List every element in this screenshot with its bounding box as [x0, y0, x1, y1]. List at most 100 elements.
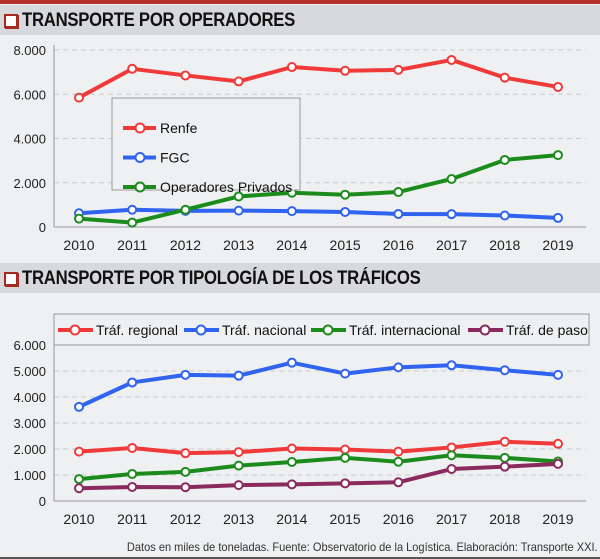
y-tick-label: 5.000 — [13, 364, 46, 379]
x-tick-label: 2016 — [383, 237, 414, 253]
data-point — [180, 369, 191, 380]
x-tick-label: 2014 — [276, 237, 307, 253]
x-tick-label: 2019 — [542, 237, 573, 253]
legend-label: Operadores Privados — [160, 179, 292, 195]
legend-label: FGC — [160, 150, 190, 166]
data-point — [127, 204, 138, 215]
data-point — [286, 479, 297, 490]
data-point — [127, 442, 138, 453]
data-point — [74, 483, 84, 494]
data-point — [74, 401, 84, 412]
data-point — [393, 456, 404, 467]
data-point — [446, 209, 457, 220]
chart1-header: TRANSPORTE POR OPERADORES — [0, 5, 600, 35]
series-line-tr-f-internacional — [78, 453, 559, 482]
legend-marker — [195, 324, 207, 336]
data-point — [446, 360, 457, 371]
data-point — [74, 474, 84, 485]
data-point — [340, 452, 351, 463]
data-point — [180, 448, 191, 459]
legend-marker — [69, 324, 81, 336]
data-point — [499, 452, 510, 463]
chart2-title: TRANSPORTE POR TIPOLOGÍA DE LOS TRÁFICOS — [22, 268, 421, 289]
data-point — [74, 213, 84, 224]
chart1-title: TRANSPORTE POR OPERADORES — [22, 10, 296, 31]
data-point — [340, 478, 351, 489]
data-point — [499, 210, 510, 221]
data-point — [499, 436, 510, 447]
x-tick-label: 2014 — [276, 511, 307, 527]
data-point — [393, 64, 404, 75]
data-point — [553, 458, 563, 469]
y-tick-label: 4.000 — [13, 390, 46, 405]
data-point — [286, 357, 297, 368]
x-tick-label: 2011 — [117, 511, 147, 527]
legend-label: Tráf. internacional — [349, 322, 461, 338]
data-point — [233, 447, 244, 458]
data-point — [553, 369, 563, 380]
data-point — [74, 446, 84, 457]
data-point — [127, 63, 138, 74]
y-tick-label: 8.000 — [13, 43, 46, 58]
y-tick-label: 6.000 — [13, 338, 46, 353]
data-point — [340, 65, 351, 76]
data-point — [499, 72, 510, 83]
data-point — [553, 150, 563, 161]
data-point — [393, 477, 404, 488]
legend-label: Renfe — [160, 120, 198, 136]
data-point — [499, 365, 510, 376]
legend-box — [111, 97, 301, 191]
x-tick-label: 2017 — [436, 237, 467, 253]
series-line-renfe — [78, 57, 559, 100]
x-tick-label: 2011 — [117, 237, 147, 253]
y-tick-label: 3.000 — [13, 416, 46, 431]
data-point — [233, 370, 244, 381]
legend-label: Tráf. de paso — [506, 322, 588, 338]
square-bullet-icon — [4, 14, 18, 28]
y-tick-label: 2.000 — [13, 442, 46, 457]
data-point — [233, 191, 244, 202]
data-point — [446, 54, 457, 65]
data-point — [127, 377, 138, 388]
data-point — [180, 482, 191, 493]
series-line-tr-f-nacional — [78, 360, 559, 409]
data-point — [233, 76, 244, 87]
data-point — [393, 187, 404, 198]
series-line-fgc — [78, 207, 559, 220]
data-point — [446, 450, 457, 461]
chart2-header: TRANSPORTE POR TIPOLOGÍA DE LOS TRÁFICOS — [0, 263, 600, 293]
bottom-rule — [0, 557, 600, 559]
data-point — [499, 154, 510, 165]
data-point — [340, 206, 351, 217]
legend-marker — [134, 152, 146, 163]
data-point — [340, 189, 351, 200]
data-point — [233, 480, 244, 491]
data-point — [180, 466, 191, 477]
x-tick-label: 2012 — [170, 237, 201, 253]
data-point — [127, 481, 138, 492]
data-point — [553, 81, 563, 92]
x-tick-label: 2010 — [63, 237, 94, 253]
x-tick-label: 2010 — [63, 511, 94, 527]
top-rule — [0, 0, 600, 4]
x-tick-label: 2018 — [489, 511, 520, 527]
data-point — [74, 92, 84, 103]
x-tick-label: 2018 — [489, 237, 520, 253]
data-point — [180, 204, 191, 215]
square-bullet-icon — [4, 272, 18, 286]
legend-label: Tráf. regional — [96, 322, 178, 338]
y-tick-label: 0 — [39, 494, 46, 509]
legend-marker — [322, 324, 334, 336]
series-line-operadores-privados — [78, 153, 559, 225]
series-line-tr-f-de-paso — [78, 461, 559, 491]
data-point — [393, 362, 404, 373]
x-tick-label: 2019 — [542, 511, 573, 527]
x-tick-label: 2013 — [223, 511, 254, 527]
series-line-tr-f-regional — [78, 439, 559, 456]
legend-marker — [479, 324, 491, 336]
data-point — [233, 205, 244, 216]
data-point — [286, 62, 297, 73]
x-tick-label: 2016 — [383, 511, 414, 527]
x-tick-label: 2017 — [436, 511, 467, 527]
